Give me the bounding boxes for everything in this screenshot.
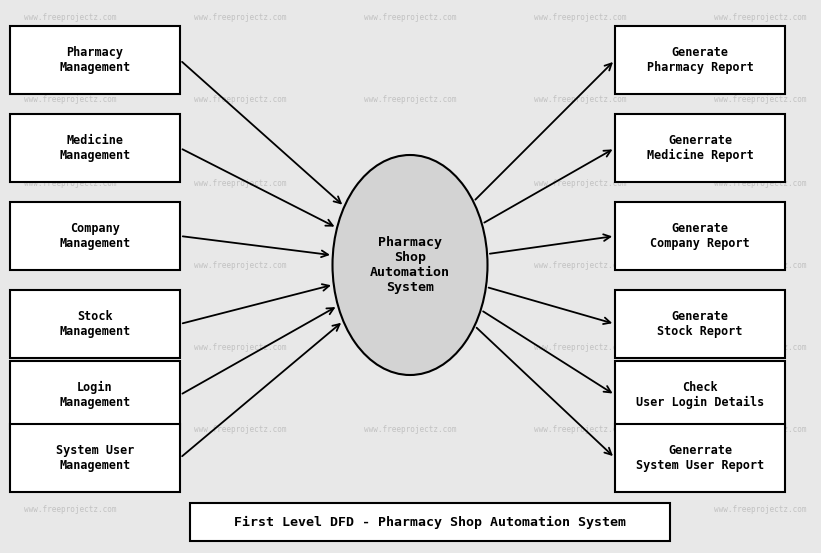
FancyBboxPatch shape [615,114,785,182]
Text: Stock
Management: Stock Management [59,310,131,338]
Text: www.freeprojectz.com: www.freeprojectz.com [194,179,287,187]
Text: www.freeprojectz.com: www.freeprojectz.com [534,96,626,105]
Text: www.freeprojectz.com: www.freeprojectz.com [713,425,806,435]
FancyBboxPatch shape [615,424,785,492]
FancyBboxPatch shape [615,290,785,358]
Text: www.freeprojectz.com: www.freeprojectz.com [194,343,287,352]
FancyBboxPatch shape [615,202,785,270]
Text: www.freeprojectz.com: www.freeprojectz.com [364,179,456,187]
Text: www.freeprojectz.com: www.freeprojectz.com [364,425,456,435]
Text: www.freeprojectz.com: www.freeprojectz.com [713,343,806,352]
Text: www.freeprojectz.com: www.freeprojectz.com [364,96,456,105]
Text: Generrate
System User Report: Generrate System User Report [636,444,764,472]
Text: www.freeprojectz.com: www.freeprojectz.com [534,260,626,269]
Text: www.freeprojectz.com: www.freeprojectz.com [24,343,117,352]
Text: www.freeprojectz.com: www.freeprojectz.com [24,96,117,105]
Text: www.freeprojectz.com: www.freeprojectz.com [534,179,626,187]
Text: www.freeprojectz.com: www.freeprojectz.com [24,260,117,269]
Text: www.freeprojectz.com: www.freeprojectz.com [534,13,626,23]
FancyBboxPatch shape [10,290,180,358]
Text: www.freeprojectz.com: www.freeprojectz.com [713,96,806,105]
Text: www.freeprojectz.com: www.freeprojectz.com [534,343,626,352]
Text: www.freeprojectz.com: www.freeprojectz.com [364,343,456,352]
Text: www.freeprojectz.com: www.freeprojectz.com [194,505,287,514]
Text: www.freeprojectz.com: www.freeprojectz.com [534,425,626,435]
Text: Login
Management: Login Management [59,381,131,409]
Text: Pharmacy
Management: Pharmacy Management [59,46,131,74]
FancyBboxPatch shape [10,424,180,492]
Text: www.freeprojectz.com: www.freeprojectz.com [24,505,117,514]
FancyBboxPatch shape [10,202,180,270]
Text: www.freeprojectz.com: www.freeprojectz.com [24,13,117,23]
Text: Pharmacy
Shop
Automation
System: Pharmacy Shop Automation System [370,236,450,294]
Text: www.freeprojectz.com: www.freeprojectz.com [364,260,456,269]
Text: www.freeprojectz.com: www.freeprojectz.com [194,13,287,23]
Text: www.freeprojectz.com: www.freeprojectz.com [713,179,806,187]
FancyBboxPatch shape [615,26,785,94]
Text: www.freeprojectz.com: www.freeprojectz.com [194,425,287,435]
Text: www.freeprojectz.com: www.freeprojectz.com [713,505,806,514]
FancyBboxPatch shape [190,503,670,541]
Ellipse shape [333,155,488,375]
Text: www.freeprojectz.com: www.freeprojectz.com [364,505,456,514]
FancyBboxPatch shape [10,361,180,429]
Text: www.freeprojectz.com: www.freeprojectz.com [713,13,806,23]
Text: www.freeprojectz.com: www.freeprojectz.com [713,260,806,269]
Text: www.freeprojectz.com: www.freeprojectz.com [194,96,287,105]
Text: Check
User Login Details: Check User Login Details [636,381,764,409]
Text: Generate
Stock Report: Generate Stock Report [658,310,743,338]
Text: Company
Management: Company Management [59,222,131,250]
Text: Generate
Pharmacy Report: Generate Pharmacy Report [647,46,754,74]
FancyBboxPatch shape [10,114,180,182]
Text: Medicine
Management: Medicine Management [59,134,131,162]
FancyBboxPatch shape [615,361,785,429]
Text: Generate
Company Report: Generate Company Report [650,222,750,250]
Text: First Level DFD - Pharmacy Shop Automation System: First Level DFD - Pharmacy Shop Automati… [234,515,626,529]
Text: Generrate
Medicine Report: Generrate Medicine Report [647,134,754,162]
Text: www.freeprojectz.com: www.freeprojectz.com [24,425,117,435]
FancyBboxPatch shape [10,26,180,94]
Text: System User
Management: System User Management [56,444,134,472]
Text: www.freeprojectz.com: www.freeprojectz.com [534,505,626,514]
Text: www.freeprojectz.com: www.freeprojectz.com [24,179,117,187]
Text: www.freeprojectz.com: www.freeprojectz.com [194,260,287,269]
Text: www.freeprojectz.com: www.freeprojectz.com [364,13,456,23]
